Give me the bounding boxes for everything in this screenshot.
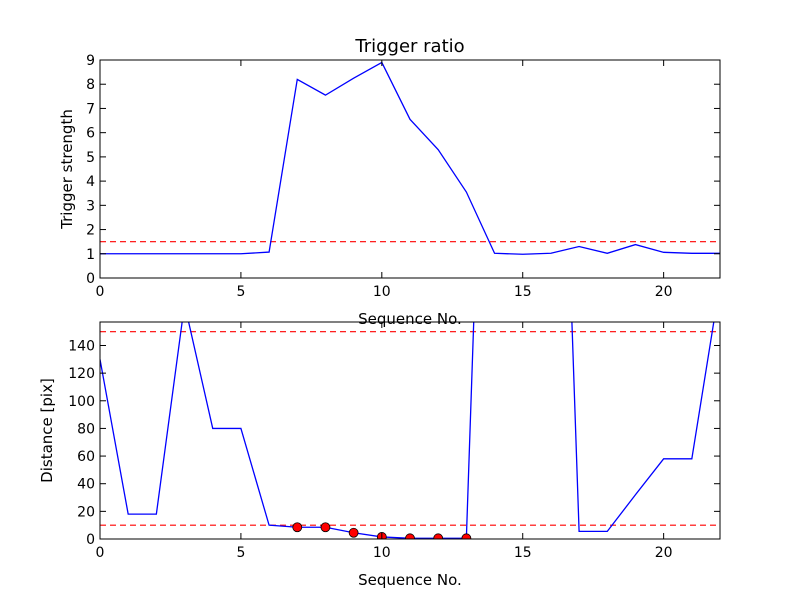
- top-chart-y-tick-label: 9: [86, 53, 95, 69]
- bottom-chart-highlight-point: [433, 533, 444, 539]
- bottom-chart-x-tick-label: 15: [514, 545, 532, 561]
- bottom-chart-x-tick-label: 0: [96, 545, 105, 561]
- top-chart-plot-area: [100, 61, 720, 255]
- bottom-chart-plot-area: [100, 322, 720, 539]
- top-chart-y-tick-label: 1: [86, 247, 95, 263]
- top-chart: 0 5 10 15 20 0 1 2 3 4 5 6 7 8 9 Sequence No. Trigger st…: [58, 36, 721, 328]
- bottom-chart-highlight-point: [320, 522, 331, 533]
- top-chart-y-tick-label: 5: [86, 150, 95, 166]
- bottom-chart-y-axis-label: Distance [pix]: [38, 378, 56, 483]
- bottom-chart-frame: [99, 321, 721, 540]
- bottom-chart-x-tick-label: 20: [655, 545, 673, 561]
- top-chart-y-tick-label: 8: [86, 77, 95, 93]
- bottom-chart-y-tick-label: 40: [77, 477, 95, 493]
- bottom-chart-x-axis-label: Sequence No.: [358, 571, 462, 589]
- bottom-chart-y-tick-label: 20: [77, 504, 95, 520]
- top-chart-x-tick-label: 15: [514, 284, 532, 300]
- top-chart-y-axis-label: Trigger strength: [58, 109, 76, 230]
- bottom-chart-y-tick-label: 80: [77, 421, 95, 437]
- bottom-chart-y-tick-label: 60: [77, 449, 95, 465]
- top-chart-y-tick-label: 2: [86, 223, 95, 239]
- top-chart-x-tick-label: 10: [373, 284, 391, 300]
- top-chart-y-tick-label: 3: [86, 198, 95, 214]
- bottom-chart-series-line-0: [100, 322, 715, 539]
- top-chart-title: Trigger ratio: [354, 36, 464, 57]
- bottom-chart-highlight-point: [292, 522, 303, 533]
- top-chart-y-tick-label: 4: [86, 174, 95, 190]
- bottom-chart-y-tick-label: 120: [68, 366, 95, 382]
- top-chart-series-line-0: [100, 61, 720, 255]
- top-chart-x-tick-label: 20: [655, 284, 673, 300]
- bottom-chart-y-tick-label: 100: [68, 394, 95, 410]
- bottom-chart-y-tick-label: 140: [68, 338, 95, 354]
- bottom-chart: 0 5 10 15 20 0 20 40 60 80 100 120 140 Sequence No. Di…: [38, 321, 721, 589]
- bottom-chart-x-tick-label: 10: [373, 545, 391, 561]
- top-chart-frame: [99, 59, 721, 279]
- bottom-chart-y-tick-label: 0: [86, 532, 95, 548]
- top-chart-y-tick-label: 6: [86, 126, 95, 142]
- top-chart-y-tick-label: 7: [86, 101, 95, 117]
- top-chart-y-tick-label: 0: [86, 271, 95, 287]
- top-chart-x-tick-label: 0: [96, 284, 105, 300]
- top-chart-x-axis-label: Sequence No.: [358, 310, 462, 328]
- bottom-chart-x-tick-label: 5: [236, 545, 245, 561]
- bottom-chart-highlight-point: [348, 527, 359, 538]
- top-chart-x-tick-label: 5: [236, 284, 245, 300]
- bottom-chart-highlight-point: [405, 533, 415, 539]
- bottom-chart-highlight-point: [461, 533, 472, 539]
